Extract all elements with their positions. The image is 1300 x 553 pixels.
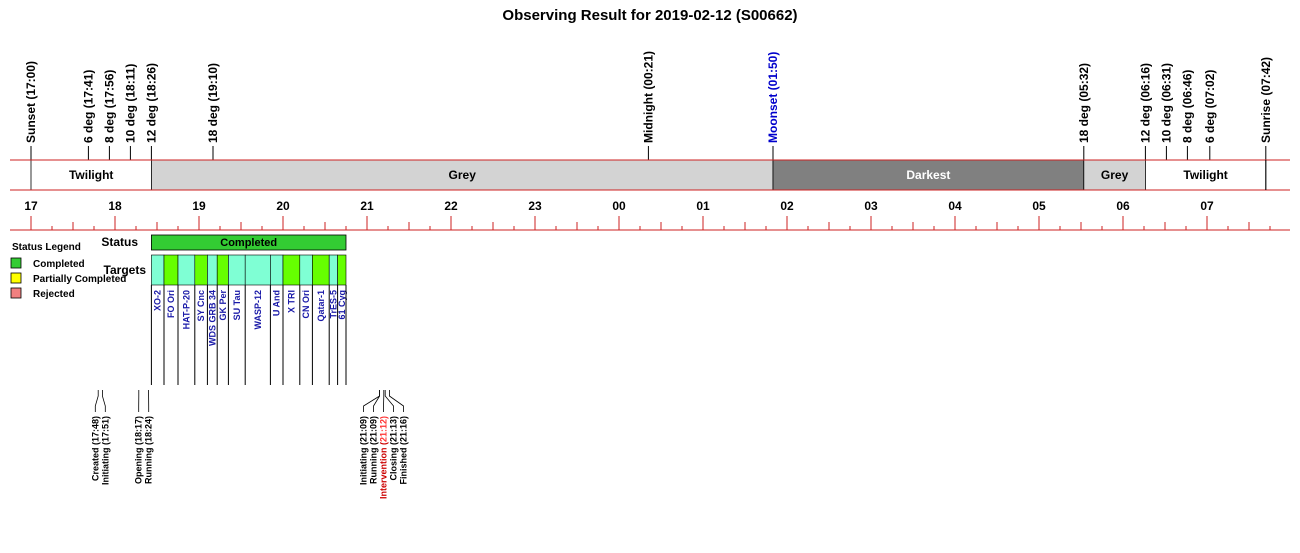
log-connector-1 (102, 390, 106, 412)
target-block-7 (244, 254, 271, 286)
status-legend: Status Legend Completed Partially Complet… (10, 242, 126, 300)
target-block-0 (151, 254, 165, 286)
hour-label-05: 05 (1032, 199, 1046, 213)
hour-label-01: 01 (696, 199, 710, 213)
band-0 (30, 159, 152, 191)
band-label-3: Grey (1101, 168, 1129, 182)
hour-label-20: 20 (276, 199, 290, 213)
log-connector-4 (363, 390, 380, 412)
hour-label-00: 00 (612, 199, 626, 213)
hour-label-03: 03 (864, 199, 878, 213)
log-label-2: Opening (18:17) (134, 416, 144, 484)
log-label-1: Initiating (17:51) (100, 416, 110, 485)
target-label-3: SY Cnc (196, 290, 206, 321)
band-label-0: Twilight (69, 168, 113, 182)
target-label-10: CN Ori (301, 290, 311, 319)
event-label-8: 18 deg (05:32) (1077, 63, 1091, 143)
status-row-label: Status (101, 235, 138, 249)
hour-label-18: 18 (108, 199, 122, 213)
log-label-0: Created (17:48) (90, 416, 100, 481)
event-label-2: 8 deg (17:56) (102, 70, 116, 143)
band-label-4: Twilight (1183, 168, 1227, 182)
target-label-11: Qatar-1 (316, 290, 326, 322)
log-label-6-main: Intervention ( (379, 442, 389, 499)
target-label-1: FO Ori (166, 290, 176, 318)
log-label-3: Running (18:24) (144, 416, 154, 484)
event-label-13: Sunrise (07:42) (1259, 57, 1273, 143)
target-label-8: U And (272, 290, 282, 316)
target-label-9: X TRI (286, 290, 296, 313)
legend-label-2: Rejected (33, 289, 75, 300)
event-label-6: Midnight (00:21) (641, 51, 655, 143)
chart-title: Observing Result for 2019-02-12 (S00662) (502, 7, 797, 24)
log-connector-0 (94, 390, 99, 412)
hour-label-04: 04 (948, 199, 962, 213)
hour-label-21: 21 (360, 199, 374, 213)
hour-label-23: 23 (528, 199, 542, 213)
event-label-12: 6 deg (07:02) (1203, 70, 1217, 143)
target-block-11 (312, 254, 330, 286)
target-label-2: HAT-P-20 (181, 290, 191, 329)
event-label-1: 6 deg (17:41) (81, 70, 95, 143)
target-label-4: WDS GRB 34 (207, 290, 217, 346)
target-block-3 (194, 254, 208, 286)
legend-swatch-0 (10, 257, 22, 269)
event-label-5: 18 deg (19:10) (206, 63, 220, 143)
target-block-2 (177, 254, 196, 286)
event-label-7: Moonset (01:50) (766, 52, 780, 143)
hour-label-07: 07 (1200, 199, 1214, 213)
log-connector-8 (389, 390, 404, 412)
target-block-5 (216, 254, 229, 286)
log-label-7: Closing (21:13) (389, 416, 399, 481)
target-label-12: TrES-5 (328, 290, 338, 319)
band-label-1: Grey (449, 168, 477, 182)
target-block-13 (337, 254, 347, 286)
log-label-6: Intervention (21:12) (379, 416, 389, 499)
status-bar-label: Completed (220, 237, 277, 249)
legend-swatch-2 (10, 287, 22, 299)
legend-label-1: Partially Completed (33, 274, 126, 285)
log-label-4: Initiating (21:09) (359, 416, 369, 485)
event-label-3: 10 deg (18:11) (123, 64, 137, 143)
target-block-6 (228, 254, 246, 286)
legend-title: Status Legend (12, 242, 81, 253)
target-label-5: GK Per (218, 290, 228, 321)
hour-label-22: 22 (444, 199, 458, 213)
log-label-8: Finished (21:16) (399, 416, 409, 485)
band-label-2: Darkest (906, 168, 950, 182)
target-block-10 (299, 254, 313, 286)
hour-label-17: 17 (24, 199, 38, 213)
event-label-4: 12 deg (18:26) (144, 63, 158, 143)
target-block-12 (328, 254, 338, 286)
event-label-10: 10 deg (06:31) (1159, 63, 1173, 143)
event-label-9: 12 deg (06:16) (1138, 63, 1152, 143)
event-label-0: Sunset (17:00) (24, 61, 38, 143)
target-label-6: SU Tau (232, 290, 242, 320)
status-bar (150, 234, 347, 251)
band-1 (150, 159, 774, 191)
target-label-7: WASP-12 (253, 290, 263, 330)
log-connector-5 (373, 390, 380, 412)
target-block-1 (163, 254, 179, 286)
targets-row-label: Targets (104, 263, 147, 277)
log-connector-7 (384, 390, 394, 412)
target-label-0: XO-2 (153, 290, 163, 311)
hour-label-06: 06 (1116, 199, 1130, 213)
target-label-13: 61 Cyg (337, 290, 347, 320)
target-block-4 (207, 254, 218, 286)
event-label-11: 8 deg (06:46) (1180, 70, 1194, 143)
log-label-6-time: 21:12) (379, 416, 389, 442)
target-block-9 (282, 254, 301, 286)
target-block-8 (270, 254, 284, 286)
band-2 (772, 159, 1085, 191)
hour-label-02: 02 (780, 199, 794, 213)
hour-label-19: 19 (192, 199, 206, 213)
legend-swatch-1 (10, 272, 22, 284)
log-label-5: Running (21:09) (369, 416, 379, 484)
legend-label-0: Completed (33, 259, 85, 270)
